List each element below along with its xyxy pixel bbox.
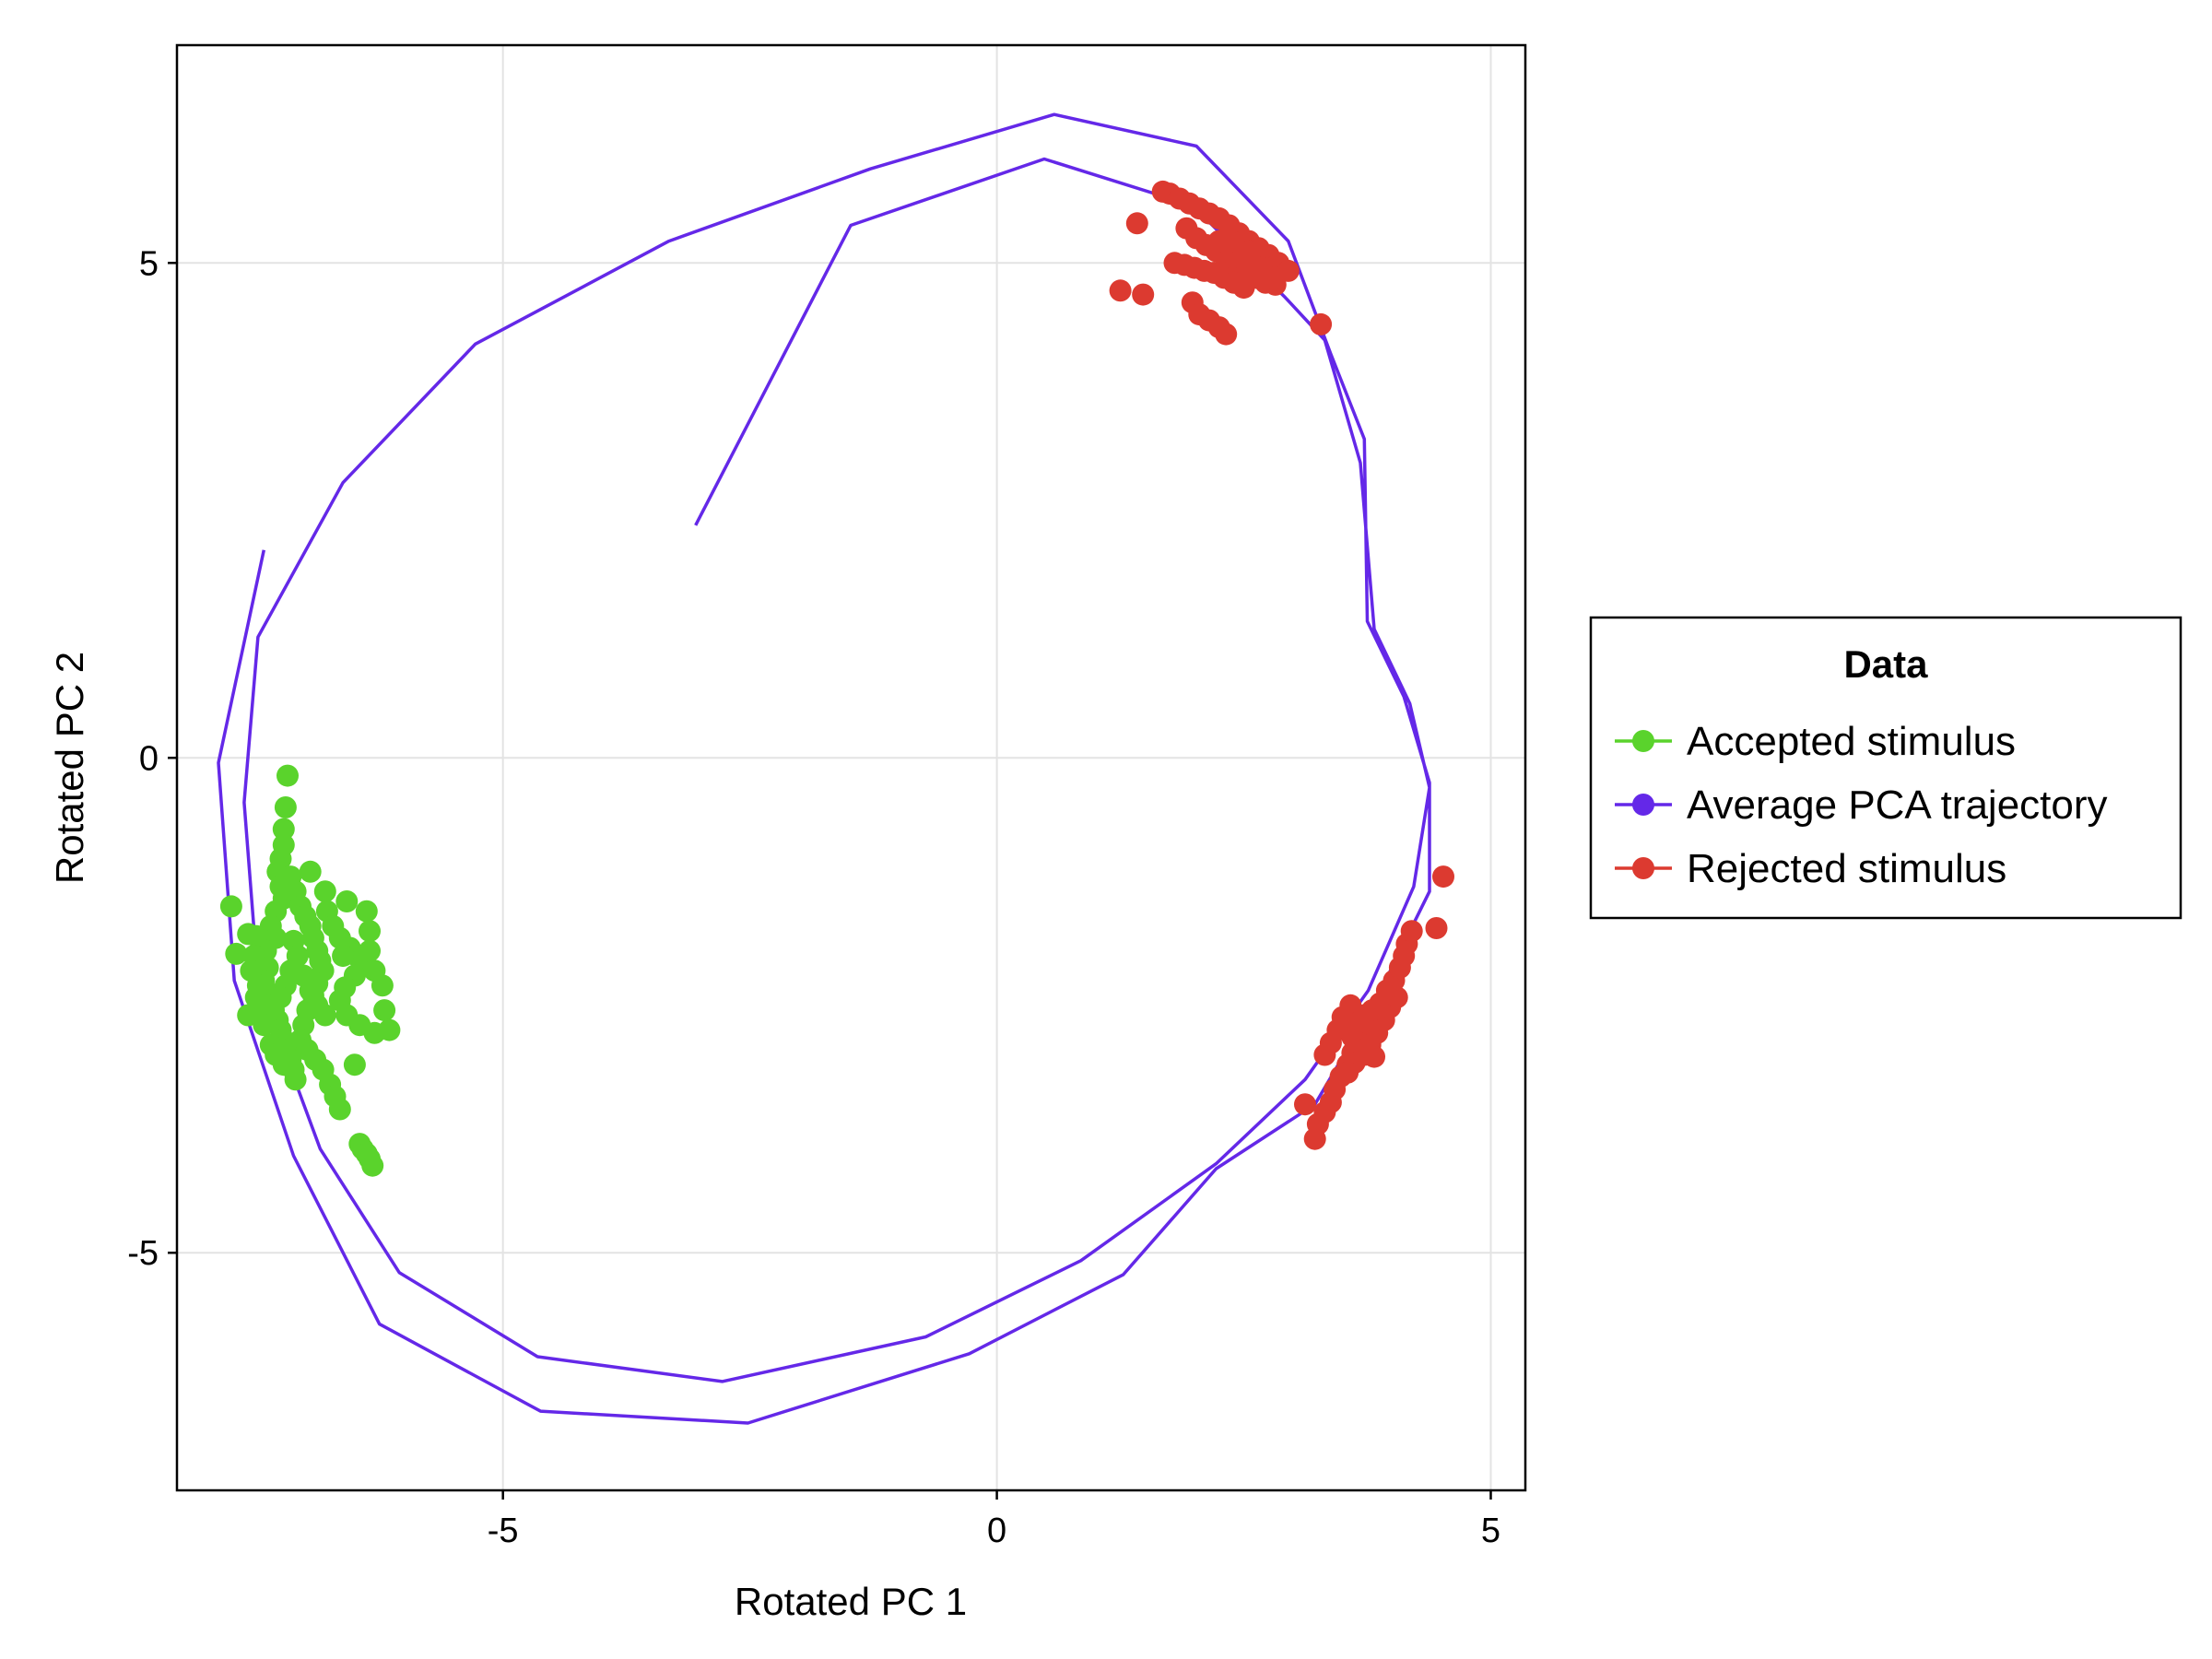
rejected-point: [1215, 323, 1238, 346]
legend-title: Data: [1843, 642, 1928, 686]
accepted-point: [371, 974, 394, 997]
rejected-point: [1237, 240, 1260, 263]
legend-swatch-marker: [1632, 794, 1654, 816]
legend-entry-label: Accepted stimulus: [1687, 719, 2016, 764]
accepted-point: [361, 1154, 384, 1177]
x-tick-label: -5: [488, 1512, 519, 1550]
axis-ticks: -5 0 5 -5 0 5: [127, 244, 1500, 1550]
legend: Data Accepted stimulus Average PCA trajec…: [1589, 616, 2183, 920]
accepted-point: [219, 895, 242, 918]
plot-area: [217, 112, 1454, 1425]
legend-swatch-marker: [1632, 730, 1654, 752]
rejected-point: [1313, 1043, 1336, 1066]
rejected-point: [1425, 917, 1448, 939]
rejected-point: [1346, 1012, 1369, 1035]
accepted-point: [274, 796, 297, 818]
accepted-point: [284, 1068, 307, 1091]
rejected-point: [1294, 1093, 1316, 1116]
accepted-point: [240, 959, 263, 982]
trajectory-line: [217, 112, 1431, 1425]
accepted-point: [272, 818, 295, 841]
accepted-point: [359, 939, 381, 962]
rejected-point: [1385, 986, 1408, 1009]
rejected-point: [1262, 266, 1285, 289]
accepted-point: [332, 945, 355, 968]
y-tick-label: -5: [127, 1234, 159, 1273]
accepted-point: [272, 1053, 295, 1077]
accepted-point: [313, 880, 336, 903]
x-tick-label: 0: [987, 1512, 1006, 1550]
y-axis-label: Rotated PC 2: [48, 652, 91, 884]
y-tick-label: 5: [139, 244, 159, 283]
accepted-point: [225, 942, 248, 965]
rejected-point: [1310, 312, 1333, 335]
legend-entry-label: Rejected stimulus: [1687, 846, 2006, 891]
rejected-point: [1363, 1045, 1385, 1068]
accepted-point: [299, 860, 322, 883]
grid-lines: [177, 45, 1525, 1490]
accepted-point: [276, 764, 299, 787]
accepted-point: [244, 986, 267, 1009]
accepted-point: [328, 1098, 351, 1121]
x-tick-label: 5: [1481, 1512, 1500, 1550]
x-axis-label: Rotated PC 1: [735, 1580, 967, 1623]
y-tick-label: 0: [139, 739, 159, 778]
series-layer: [217, 112, 1454, 1425]
accepted-point: [253, 1014, 276, 1037]
legend-entries: Accepted stimulus Average PCA trajectory R…: [1615, 719, 2108, 891]
accepted-point: [313, 1004, 336, 1027]
accepted-point: [335, 890, 359, 912]
accepted-point: [355, 900, 378, 923]
rejected-point: [1432, 865, 1454, 888]
accepted-point: [343, 1053, 366, 1077]
rejected-point: [1109, 279, 1132, 302]
accepted-point: [237, 923, 260, 946]
rejected-point: [1336, 1061, 1359, 1084]
legend-entry-label: Average PCA trajectory: [1687, 782, 2108, 828]
rejected-point: [1232, 276, 1255, 300]
rejected-point: [1303, 1127, 1326, 1150]
accepted-point: [373, 999, 396, 1022]
rejected-point: [1132, 283, 1155, 306]
plot-frame: [175, 43, 1527, 1492]
accepted-point: [359, 920, 381, 943]
accepted-point: [363, 1021, 386, 1044]
accepted-point: [269, 986, 292, 1009]
accepted-point: [237, 1004, 260, 1027]
legend-box: [1589, 616, 2183, 920]
rejected-point: [1400, 920, 1423, 943]
rejected-point: [1125, 212, 1148, 235]
legend-swatch-marker: [1632, 857, 1654, 879]
